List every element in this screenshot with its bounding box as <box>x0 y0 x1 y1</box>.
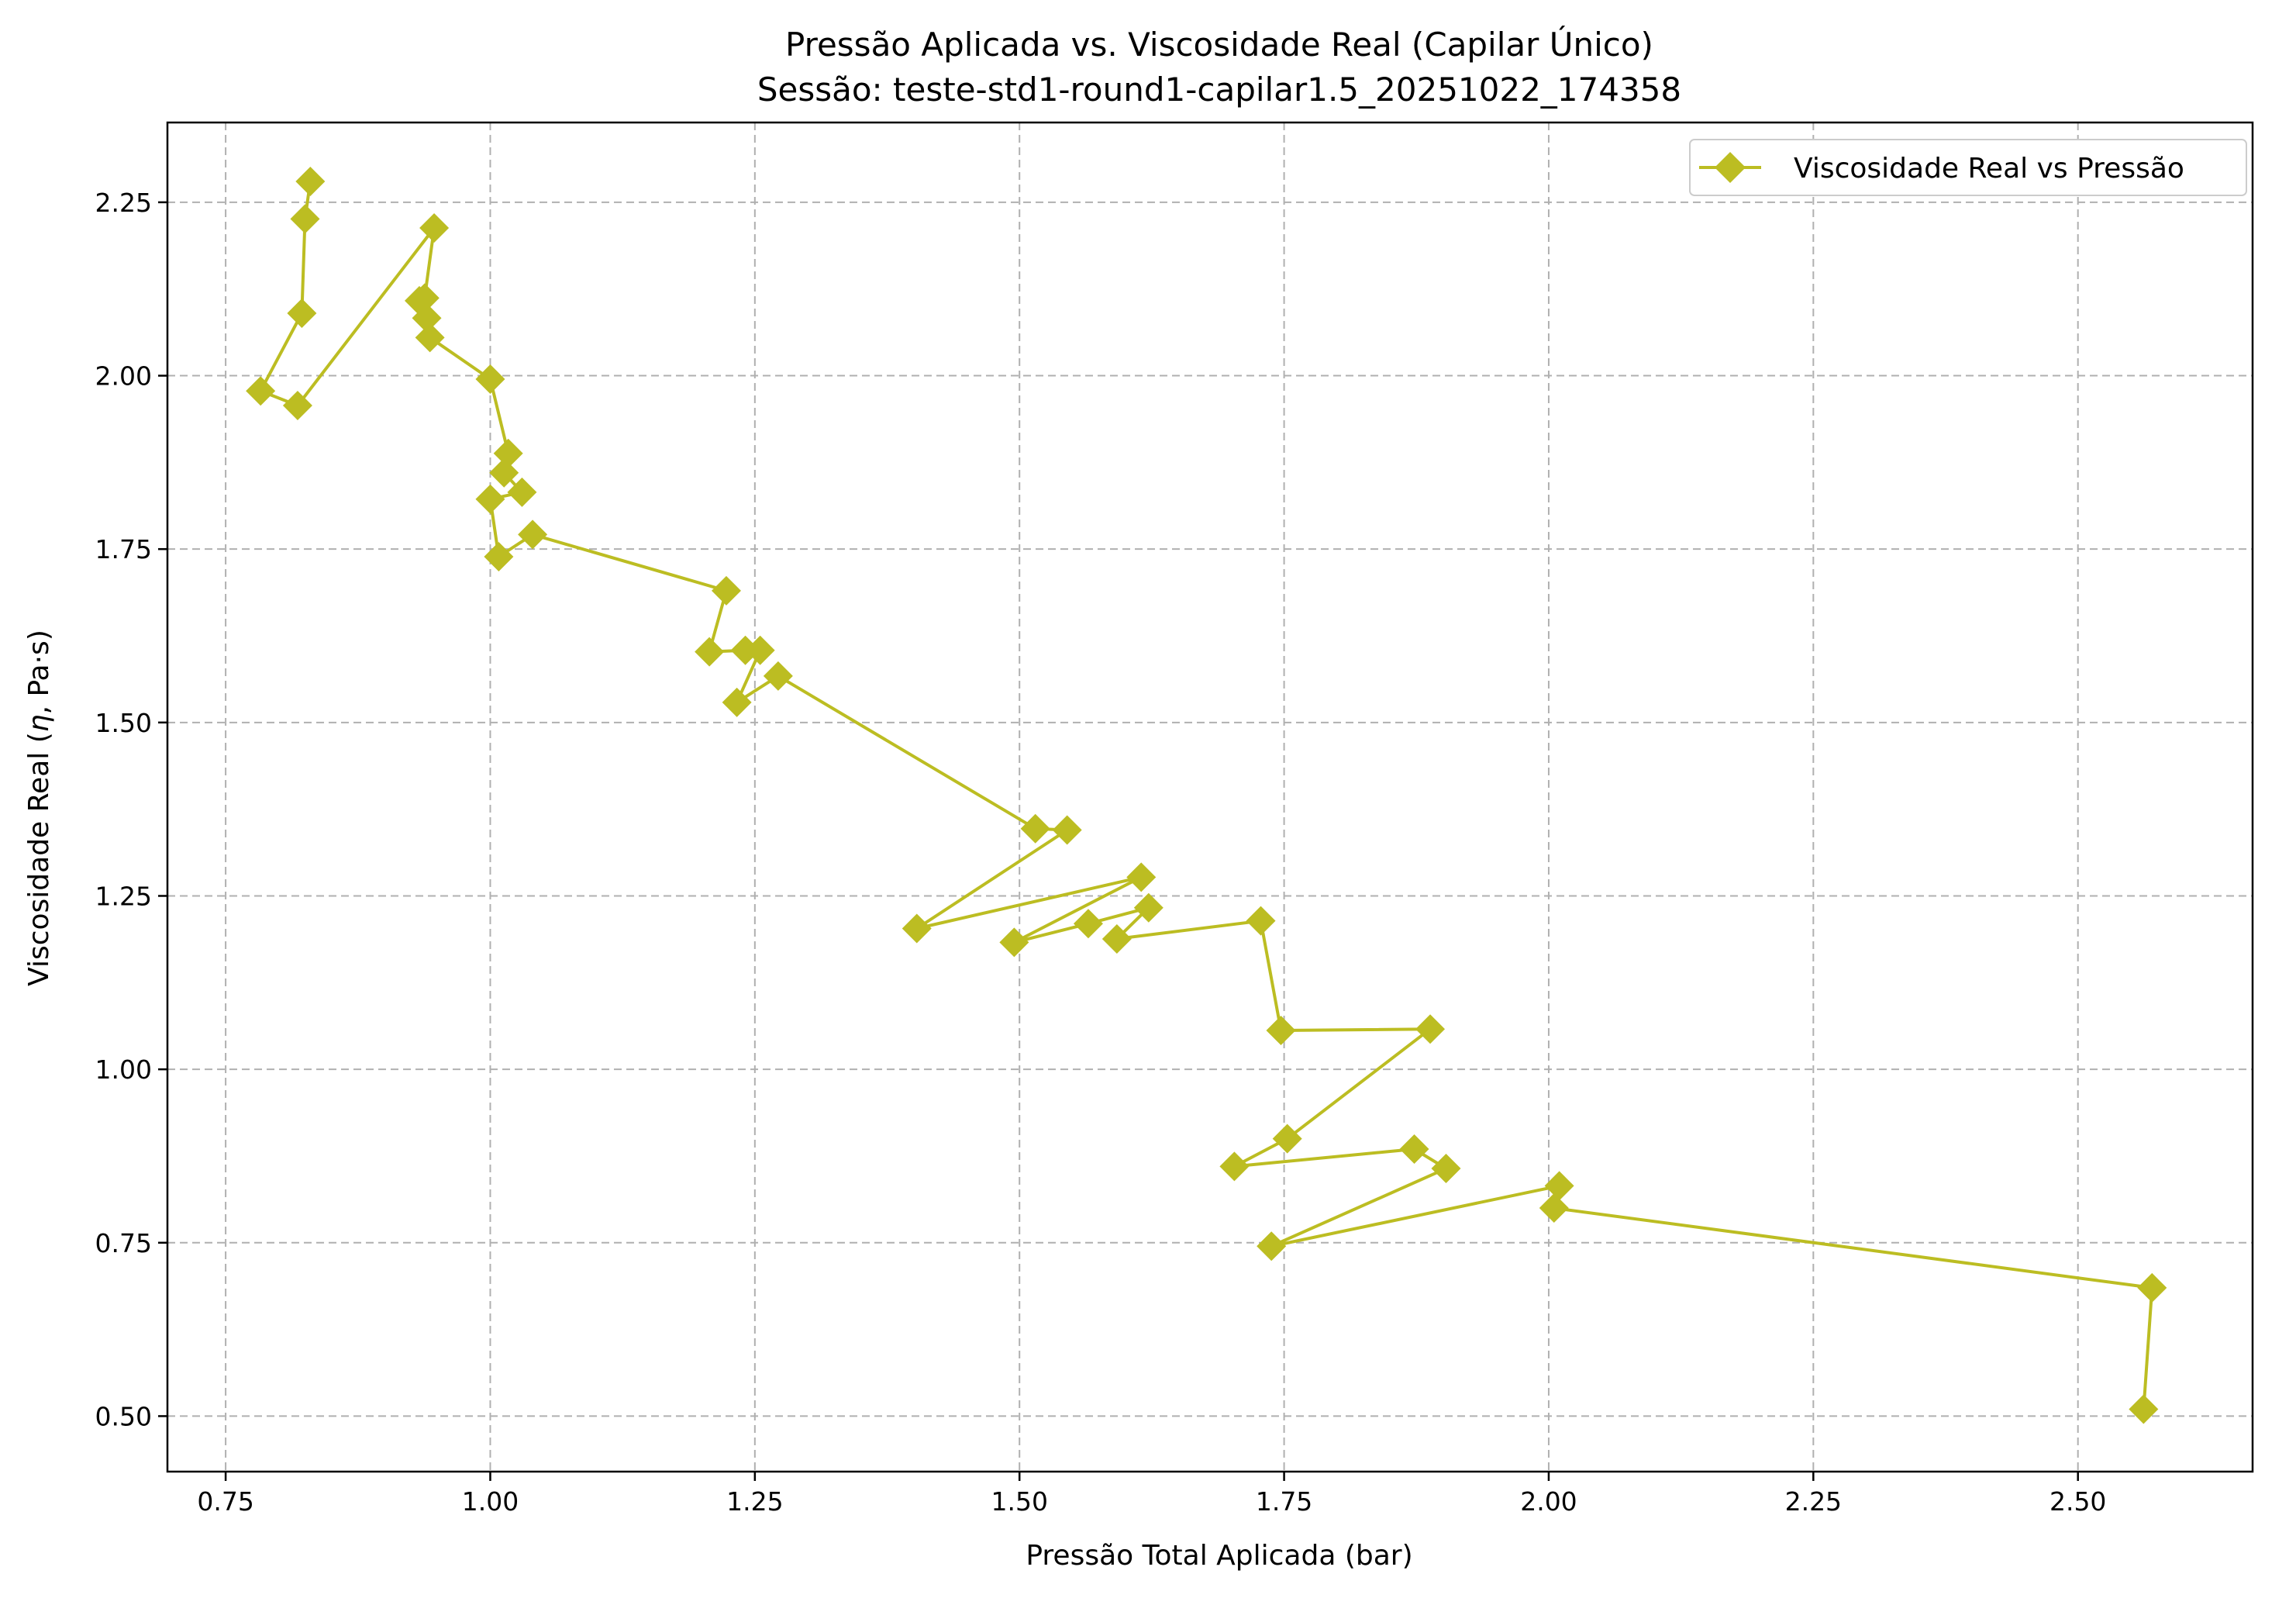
y-axis-label-symbol: η <box>23 714 55 732</box>
data-point <box>1266 1016 1296 1046</box>
data-point <box>1133 892 1164 923</box>
data-point <box>1020 813 1050 844</box>
data-point <box>290 204 320 234</box>
data-point <box>722 687 752 717</box>
y-tick-label: 1.50 <box>95 708 152 738</box>
x-tick-label: 1.25 <box>726 1486 783 1517</box>
chart-subtitle: Sessão: teste-std1-round1-capilar1.5_202… <box>757 71 1681 109</box>
data-point <box>1257 1231 1287 1261</box>
series-marker-group <box>246 167 2167 1424</box>
legend-marker-sample <box>1715 152 1746 183</box>
data-point <box>295 167 326 197</box>
y-tick-label: 0.75 <box>95 1228 152 1258</box>
plot-frame <box>166 121 2254 1473</box>
chart-title: Pressão Aplicada vs. Viscosidade Real (C… <box>785 25 1653 64</box>
data-point <box>246 376 276 406</box>
data-point <box>419 212 450 243</box>
y-tick-label: 1.75 <box>95 534 152 564</box>
data-point <box>475 484 505 514</box>
data-point <box>287 299 317 329</box>
y-axis: 0.50 0.75 1.00 1.25 1.50 1.75 2.00 2.25 <box>95 188 167 1431</box>
x-axis-label: Pressão Total Aplicada (bar) <box>1026 1540 1412 1572</box>
data-point <box>1539 1193 1569 1224</box>
data-point <box>1126 862 1157 892</box>
data-point <box>1415 1014 1446 1044</box>
data-point <box>745 635 775 665</box>
y-axis-label: Viscosidade Real (η, Pa·s) <box>23 630 55 986</box>
legend-label: Viscosidade Real vs Pressão <box>1794 153 2184 185</box>
grid <box>167 123 2253 1472</box>
data-point <box>1101 923 1132 954</box>
data-point <box>763 661 793 691</box>
data-point <box>1073 909 1103 939</box>
data-point <box>2129 1394 2159 1424</box>
x-tick-label: 2.00 <box>1520 1486 1577 1517</box>
y-tick-label: 1.25 <box>95 881 152 911</box>
data-point <box>695 637 725 667</box>
data-point <box>484 542 514 572</box>
data-point <box>475 364 505 395</box>
data-point <box>412 303 442 333</box>
y-axis-label-suffix: , Pa·s) <box>23 630 55 714</box>
x-tick-label: 2.25 <box>1785 1486 1842 1517</box>
x-tick-label: 1.00 <box>462 1486 519 1517</box>
y-tick-label: 2.25 <box>95 188 152 218</box>
data-point <box>730 635 760 665</box>
data-point <box>1052 815 1082 845</box>
data-point <box>1246 906 1276 936</box>
data-point <box>1272 1123 1302 1154</box>
x-axis: 0.75 1.00 1.25 1.50 1.75 2.00 2.25 2.50 <box>197 1472 2106 1517</box>
x-tick-label: 0.75 <box>197 1486 253 1517</box>
data-point <box>489 457 519 488</box>
y-tick-label: 1.00 <box>95 1054 152 1085</box>
data-point <box>1399 1134 1429 1165</box>
data-point <box>415 323 445 353</box>
x-tick-label: 2.50 <box>2050 1486 2106 1517</box>
legend-box <box>1689 139 2247 196</box>
data-point <box>507 477 537 507</box>
data-point <box>999 927 1029 958</box>
data-point <box>1544 1171 1574 1201</box>
y-axis-label-prefix: Viscosidade Real ( <box>23 732 55 986</box>
y-tick-label: 2.00 <box>95 361 152 392</box>
legend: Viscosidade Real vs Pressão <box>1689 139 2247 196</box>
series-line <box>259 181 2154 1410</box>
series-line-group <box>259 181 2154 1410</box>
data-point <box>711 575 741 606</box>
data-point <box>518 519 548 550</box>
y-tick-label: 0.50 <box>95 1401 152 1431</box>
x-tick-label: 1.75 <box>1256 1486 1312 1517</box>
data-point <box>2137 1272 2167 1303</box>
data-point <box>1431 1154 1461 1184</box>
data-point <box>493 438 523 468</box>
x-tick-label: 1.50 <box>991 1486 1047 1517</box>
data-point <box>282 390 312 420</box>
data-point <box>902 913 932 944</box>
data-point <box>1219 1151 1250 1182</box>
